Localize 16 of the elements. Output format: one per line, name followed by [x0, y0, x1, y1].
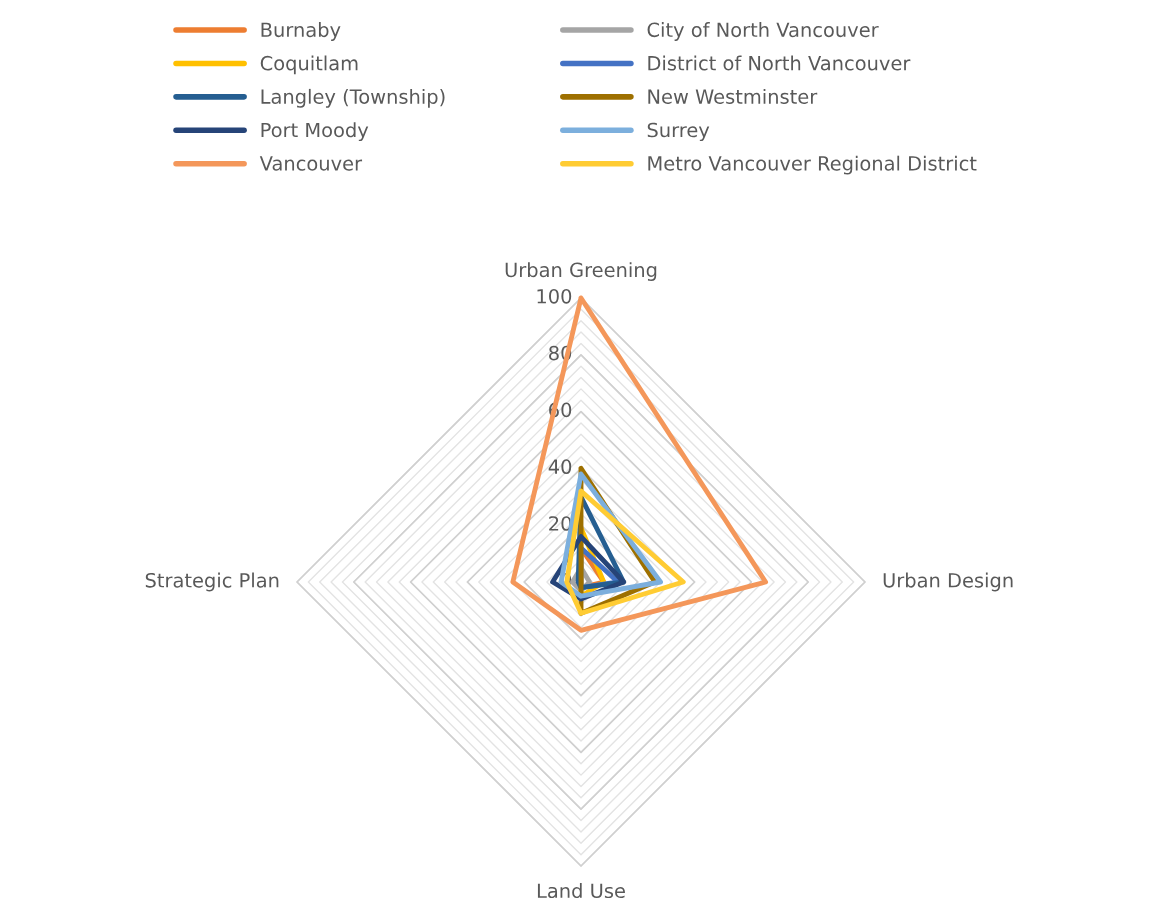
- legend-label: Coquitlam: [260, 55, 358, 75]
- spoke-label: Urban Design: [883, 572, 1013, 592]
- y-tick-label: 100: [537, 288, 572, 304]
- spoke-label: Strategic Plan: [145, 572, 279, 592]
- legend-label: New Westminster: [648, 88, 818, 104]
- legend-label: Langley (Township): [261, 88, 445, 108]
- legend-label: Metro Vancouver Regional District: [648, 155, 977, 175]
- spoke-label: Urban Greening: [505, 262, 657, 281]
- legend-label: Port Moody: [261, 122, 369, 142]
- legend-label: City of North Vancouver: [647, 22, 879, 41]
- legend-label: District of North Vancouver: [648, 55, 911, 71]
- legend-label: Burnaby: [261, 22, 341, 41]
- legend-label: Surrey: [647, 122, 710, 142]
- spoke-label: Land Use: [537, 883, 625, 899]
- y-tick-label: 40: [548, 459, 572, 475]
- legend-label: Vancouver: [259, 156, 363, 171]
